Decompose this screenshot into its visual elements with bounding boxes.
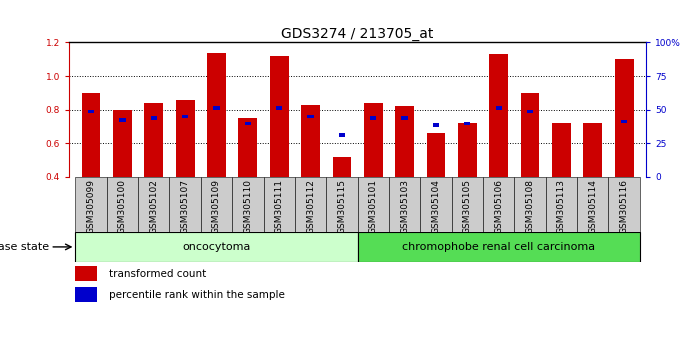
Text: GSM305105: GSM305105: [463, 179, 472, 234]
Text: GSM305099: GSM305099: [86, 179, 95, 234]
Bar: [307, 115, 314, 118]
Bar: [176, 100, 195, 177]
Bar: [583, 123, 602, 177]
Bar: [464, 121, 471, 125]
Bar: [182, 115, 188, 118]
Bar: [458, 123, 477, 177]
Bar: [370, 116, 377, 120]
Text: GSM305116: GSM305116: [620, 179, 629, 234]
Bar: [138, 177, 169, 232]
Bar: [332, 157, 351, 177]
Bar: [214, 106, 220, 110]
Bar: [245, 121, 251, 125]
Bar: [232, 177, 263, 232]
Bar: [326, 177, 358, 232]
Bar: [483, 177, 514, 232]
Bar: [75, 287, 97, 302]
Bar: [269, 56, 289, 177]
Text: percentile rank within the sample: percentile rank within the sample: [108, 290, 285, 300]
Text: GSM305113: GSM305113: [557, 179, 566, 234]
Bar: [552, 123, 571, 177]
Bar: [301, 105, 320, 177]
Bar: [420, 177, 452, 232]
Text: oncocytoma: oncocytoma: [182, 242, 251, 252]
Text: chromophobe renal cell carcinoma: chromophobe renal cell carcinoma: [402, 242, 595, 252]
Bar: [527, 110, 533, 113]
Bar: [395, 106, 414, 177]
Text: GSM305103: GSM305103: [400, 179, 409, 234]
Text: GSM305106: GSM305106: [494, 179, 503, 234]
Bar: [276, 106, 283, 110]
Bar: [201, 177, 232, 232]
Bar: [169, 177, 201, 232]
Bar: [75, 232, 358, 262]
Bar: [144, 103, 163, 177]
Bar: [520, 93, 540, 177]
Bar: [75, 177, 106, 232]
Bar: [151, 116, 157, 120]
Bar: [82, 93, 100, 177]
Text: GSM305115: GSM305115: [337, 179, 346, 234]
Bar: [238, 118, 257, 177]
Text: GSM305102: GSM305102: [149, 179, 158, 234]
Text: GSM305109: GSM305109: [212, 179, 221, 234]
Bar: [577, 177, 609, 232]
Bar: [621, 120, 627, 123]
Text: transformed count: transformed count: [108, 269, 206, 279]
Bar: [495, 106, 502, 110]
Bar: [514, 177, 546, 232]
Text: GSM305114: GSM305114: [588, 179, 597, 234]
Bar: [295, 177, 326, 232]
Text: GSM305110: GSM305110: [243, 179, 252, 234]
Bar: [75, 266, 97, 281]
Bar: [615, 59, 634, 177]
Bar: [263, 177, 295, 232]
Bar: [106, 177, 138, 232]
Text: GSM305104: GSM305104: [431, 179, 440, 234]
Bar: [401, 116, 408, 120]
Text: GSM305112: GSM305112: [306, 179, 315, 234]
Bar: [609, 177, 640, 232]
Bar: [389, 177, 420, 232]
Bar: [364, 103, 383, 177]
Bar: [88, 110, 94, 113]
Bar: [113, 110, 132, 177]
Text: GSM305111: GSM305111: [275, 179, 284, 234]
Text: GSM305108: GSM305108: [526, 179, 535, 234]
Title: GDS3274 / 213705_at: GDS3274 / 213705_at: [281, 28, 434, 41]
Bar: [426, 133, 446, 177]
Text: GSM305101: GSM305101: [369, 179, 378, 234]
Bar: [358, 177, 389, 232]
Bar: [546, 177, 577, 232]
Text: GSM305100: GSM305100: [118, 179, 127, 234]
Bar: [358, 232, 640, 262]
Text: GSM305107: GSM305107: [180, 179, 189, 234]
Bar: [120, 118, 126, 121]
Bar: [433, 123, 439, 127]
Bar: [489, 54, 508, 177]
Bar: [452, 177, 483, 232]
Text: disease state: disease state: [0, 242, 49, 252]
Bar: [207, 53, 226, 177]
Bar: [339, 133, 345, 137]
